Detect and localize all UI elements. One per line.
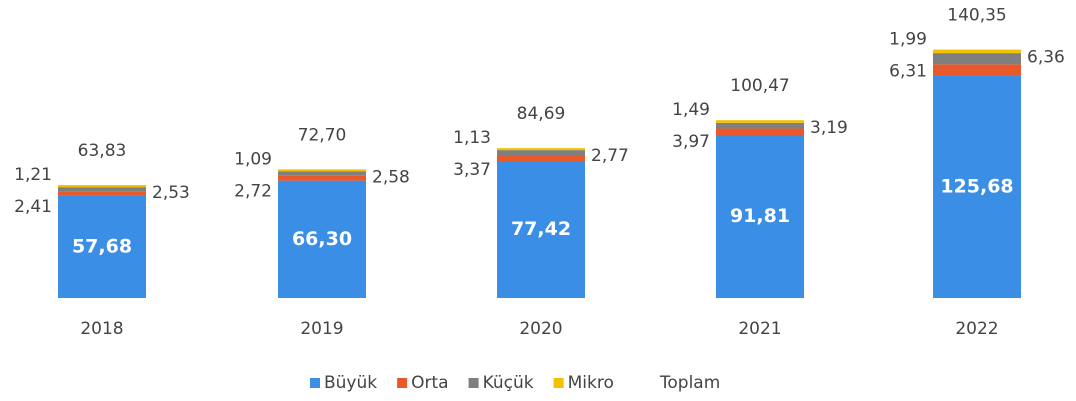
data-label: 2,58 [372, 167, 410, 187]
bar-segment [933, 64, 1021, 76]
data-label: 3,97 [672, 132, 710, 152]
data-label: 66,30 [292, 228, 352, 250]
total-label: 84,69 [517, 104, 566, 124]
data-label: 91,81 [730, 205, 790, 227]
data-label: 1,99 [889, 30, 927, 50]
data-label: 57,68 [72, 235, 132, 257]
data-label: 1,13 [453, 128, 491, 148]
data-label: 2,77 [591, 146, 629, 166]
x-tick-label: 2021 [738, 319, 781, 339]
bar-segment [716, 120, 804, 123]
bar-segment [278, 175, 366, 181]
data-label: 3,19 [810, 118, 848, 138]
legend-swatch [310, 378, 320, 388]
data-label: 77,42 [511, 218, 571, 240]
data-label: 6,31 [889, 62, 927, 82]
legend-label: Küçük [483, 373, 534, 393]
bar-segment [58, 191, 146, 196]
data-label: 3,37 [453, 160, 491, 180]
total-label: 140,35 [947, 6, 1006, 26]
bar-segment [58, 195, 146, 298]
data-label: 2,53 [152, 183, 190, 203]
legend-label: Toplam [659, 373, 720, 393]
bar-segment [933, 49, 1021, 54]
x-tick-label: 2020 [519, 319, 562, 339]
bar-segment [933, 75, 1021, 298]
bar-segment [716, 135, 804, 298]
x-tick-label: 2022 [955, 319, 998, 339]
bar-segment [933, 53, 1021, 65]
bar-segment [278, 171, 366, 176]
total-label: 100,47 [730, 76, 789, 96]
data-label: 1,21 [14, 165, 52, 185]
x-tick-label: 2019 [300, 319, 343, 339]
legend-label: Mikro [568, 373, 614, 393]
total-label: 72,70 [298, 125, 347, 145]
bar-segment [497, 155, 585, 161]
bar-segment [716, 122, 804, 129]
legend-label: Orta [411, 373, 448, 393]
total-label: 63,83 [78, 141, 127, 161]
data-label: 2,41 [14, 197, 52, 217]
bar-segment [497, 160, 585, 298]
data-label: 6,36 [1027, 48, 1065, 68]
data-label: 1,49 [672, 100, 710, 120]
data-label: 125,68 [940, 175, 1013, 197]
data-label: 1,09 [234, 149, 272, 169]
bar-segment [58, 185, 146, 188]
legend-swatch [468, 378, 479, 388]
bar-segment [278, 169, 366, 172]
bar-segment [716, 128, 804, 136]
bar-segment [497, 148, 585, 151]
legend-swatch [397, 378, 408, 388]
data-label: 2,72 [234, 181, 272, 201]
bar-segment [497, 150, 585, 156]
bar-segment [58, 187, 146, 192]
legend-label: Büyük [324, 373, 377, 393]
bar-segment [278, 180, 366, 298]
x-tick-label: 2018 [80, 319, 123, 339]
legend-swatch [553, 378, 564, 388]
